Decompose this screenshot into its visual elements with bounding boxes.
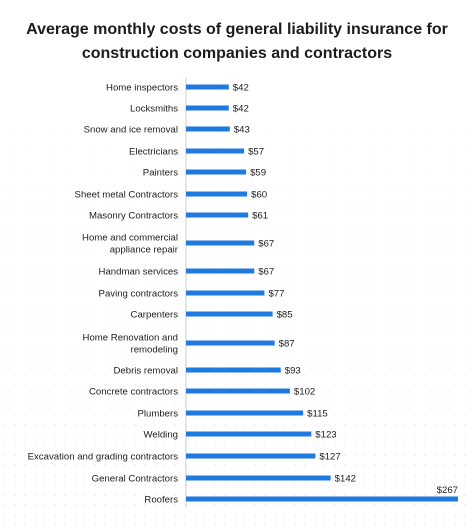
bar xyxy=(186,212,249,218)
category-label: Home and commercial appliance repair xyxy=(82,233,179,256)
value-label: $142 xyxy=(335,474,356,485)
bar xyxy=(186,496,458,502)
category-label: Roofers xyxy=(144,495,178,506)
bar xyxy=(186,268,255,274)
value-label: $59 xyxy=(250,168,266,179)
bar xyxy=(186,410,304,416)
category-label-line: Plumbers xyxy=(137,409,178,420)
category-label: Paving contractors xyxy=(99,289,179,300)
bar xyxy=(186,340,275,346)
category-label-line: Home Renovation and xyxy=(83,333,178,344)
category-label-line: Roofers xyxy=(144,495,178,506)
bar xyxy=(186,148,245,154)
category-label: Carpenters xyxy=(131,310,179,321)
bar xyxy=(186,453,316,459)
category-label-line: Home and commercial xyxy=(82,233,178,244)
value-label: $60 xyxy=(251,190,267,201)
category-label-line: Carpenters xyxy=(131,310,179,321)
category-label: Home inspectors xyxy=(106,83,178,94)
bar xyxy=(186,105,229,111)
category-label-line: General Contractors xyxy=(92,474,179,485)
bar xyxy=(186,191,248,197)
value-label: $67 xyxy=(258,239,274,250)
category-label: Welding xyxy=(144,430,179,441)
value-label: $67 xyxy=(258,267,274,278)
bar xyxy=(186,84,229,90)
category-label-line: Home inspectors xyxy=(106,83,178,94)
value-label: $77 xyxy=(268,289,284,300)
category-label: Handman services xyxy=(99,267,179,278)
value-label: $102 xyxy=(294,387,315,398)
category-label: Debris removal xyxy=(113,366,178,377)
category-label: Locksmiths xyxy=(130,104,178,115)
value-label: $43 xyxy=(234,125,250,136)
value-label: $85 xyxy=(277,310,293,321)
chart-title: Average monthly costs of general liabili… xyxy=(26,21,448,62)
category-label: Excavation and grading contractors xyxy=(28,452,179,463)
value-label: $123 xyxy=(315,430,336,441)
bar xyxy=(186,311,273,317)
category-label-line: Locksmiths xyxy=(130,104,178,115)
category-label-line: Handman services xyxy=(99,267,179,278)
value-label: $115 xyxy=(307,409,328,420)
category-label-line: Masonry Contractors xyxy=(89,211,178,222)
value-label: $57 xyxy=(248,147,264,158)
category-label: Electricians xyxy=(129,147,178,158)
category-label-line: Painters xyxy=(143,168,178,179)
category-label: Sheet metal Contractors xyxy=(75,190,179,201)
value-label: $42 xyxy=(233,83,249,94)
value-label: $93 xyxy=(285,366,301,377)
bar xyxy=(186,431,312,437)
category-label-line: Sheet metal Contractors xyxy=(75,190,179,201)
category-label: Painters xyxy=(143,168,178,179)
bar xyxy=(186,367,281,373)
bar xyxy=(186,290,265,296)
value-label: $42 xyxy=(233,104,249,115)
category-label: General Contractors xyxy=(92,474,179,485)
category-label: Concrete contractors xyxy=(89,387,178,398)
category-label-line: Paving contractors xyxy=(99,289,179,300)
category-label-line: remodeling xyxy=(131,345,178,356)
category-label-line: Excavation and grading contractors xyxy=(28,452,179,463)
bar xyxy=(186,388,290,394)
value-label: $61 xyxy=(252,211,268,222)
value-label: $267 xyxy=(437,485,458,496)
category-label-line: Concrete contractors xyxy=(89,387,178,398)
category-label-line: Welding xyxy=(144,430,179,441)
bar xyxy=(186,169,247,175)
value-label: $87 xyxy=(279,339,295,350)
category-label: Masonry Contractors xyxy=(89,211,178,222)
category-label-line: appliance repair xyxy=(110,245,179,256)
value-label: $127 xyxy=(319,452,340,463)
bar xyxy=(186,240,255,246)
bar xyxy=(186,126,230,132)
category-label: Plumbers xyxy=(137,409,178,420)
bar xyxy=(186,475,331,481)
category-label-line: Electricians xyxy=(129,147,178,158)
category-label-line: Debris removal xyxy=(113,366,178,377)
category-label: Snow and ice removal xyxy=(84,125,178,136)
category-label: Home Renovation and remodeling xyxy=(83,333,178,356)
category-label-line: Snow and ice removal xyxy=(84,125,178,136)
